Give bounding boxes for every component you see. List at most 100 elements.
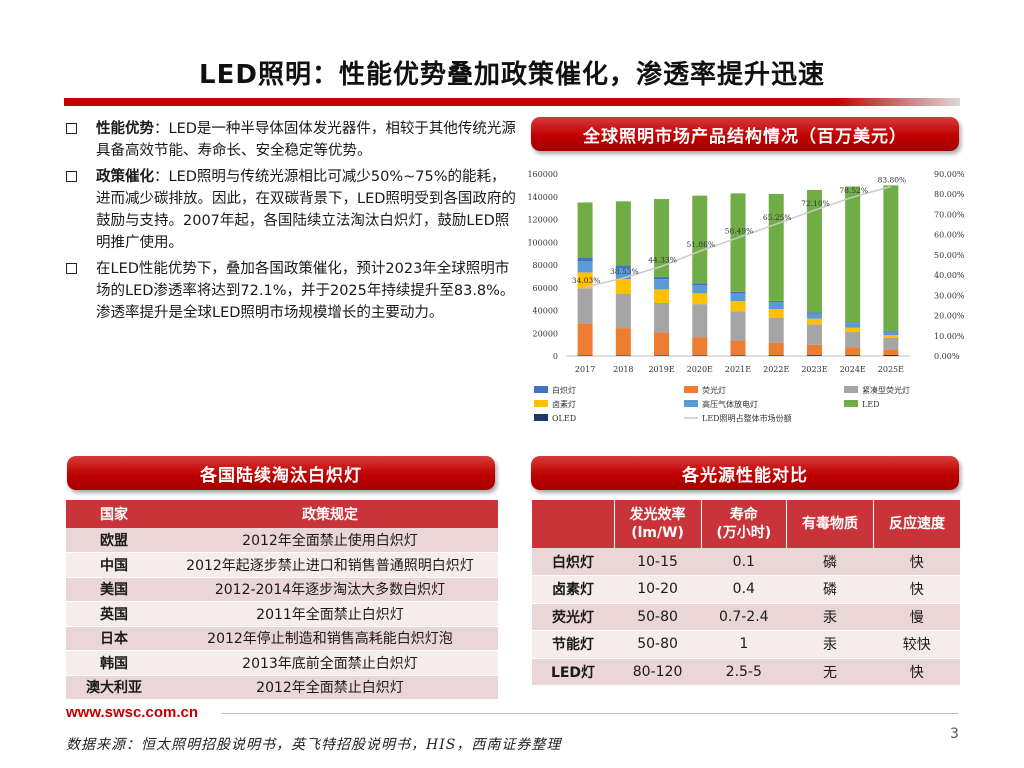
bar-segment-荧光灯 — [615, 328, 631, 356]
policy-cell: 2012-2014年逐步淘汰大多数白炽灯 — [162, 577, 498, 602]
toxic-cell: 磷 — [786, 548, 874, 576]
table-row: 澳大利亚 2012年全面禁止白炽灯 — [66, 675, 498, 700]
legend-label: 荧光灯 — [702, 385, 726, 395]
source-cell: 节能灯 — [532, 630, 614, 659]
bar-segment-紧凑型荧光灯 — [768, 317, 784, 343]
bar-segment-卤素灯 — [615, 279, 631, 295]
efficiency-cell: 80-120 — [614, 658, 702, 686]
header-line: (万小时) — [716, 525, 772, 541]
bar-segment-白炽灯 — [577, 257, 593, 262]
y2-tick-label: 80.00% — [934, 190, 965, 199]
y-tick-label: 60000 — [533, 284, 558, 293]
y-tick-label: 0 — [553, 352, 558, 361]
y2-tick-label: 30.00% — [934, 291, 965, 300]
table-row: 美国 2012-2014年逐步淘汰大多数白炽灯 — [66, 577, 498, 602]
table-row: 英国 2011年全面禁止白炽灯 — [66, 601, 498, 627]
share-data-label: 83.80% — [878, 176, 907, 185]
website-link[interactable]: www.swsc.com.cn — [66, 704, 198, 721]
x-tick-label: 2018 — [613, 365, 633, 374]
share-data-label: 58.49% — [725, 227, 754, 236]
share-data-label: 44.33% — [648, 255, 677, 264]
country-cell: 日本 — [66, 626, 162, 651]
response-cell: 慢 — [873, 603, 960, 631]
bar-segment-OLED — [577, 355, 593, 356]
bullet-label: 性能优势 — [96, 121, 154, 137]
bar-segment-LED — [692, 195, 708, 284]
checkbox-square-icon — [66, 171, 77, 182]
y2-tick-label: 90.00% — [934, 170, 965, 179]
table-row: 中国 2012年起逐步禁止进口和销售普通照明白炽灯 — [66, 552, 498, 578]
bar-segment-OLED — [730, 355, 746, 356]
y-tick-label: 160000 — [527, 170, 558, 179]
lifetime-cell: 1 — [701, 630, 787, 659]
policy-cell: 2011年全面禁止白炽灯 — [162, 601, 498, 627]
bar-segment-紧凑型荧光灯 — [730, 311, 746, 341]
bar-segment-荧光灯 — [692, 337, 708, 356]
bar-segment-LED — [845, 186, 861, 323]
response-cell: 快 — [873, 658, 960, 686]
policy-cell: 2012年全面禁止使用白炽灯 — [162, 528, 498, 553]
perf-header-efficiency: 发光效率 (lm/W) — [613, 500, 702, 548]
perf-table-header: 发光效率 (lm/W) 寿命 (万小时) 有毒物质 反应速度 — [532, 500, 960, 548]
response-cell: 较快 — [873, 630, 960, 659]
y-tick-label: 140000 — [527, 193, 558, 202]
y2-tick-label: 50.00% — [934, 251, 965, 260]
bar-segment-白炽灯 — [692, 283, 708, 286]
page-number: 3 — [950, 726, 959, 742]
efficiency-cell: 10-15 — [614, 548, 702, 576]
country-cell: 澳大利亚 — [66, 675, 162, 700]
bar-segment-高压气体放电灯 — [730, 293, 746, 302]
ban-table: 国家 政策规定 欧盟 2012年全面禁止使用白炽灯 中国 2012年起逐步禁止进口和销… — [66, 500, 498, 700]
y2-tick-label: 40.00% — [934, 271, 965, 280]
lifetime-cell: 2.5-5 — [701, 658, 787, 686]
legend-label: LED — [862, 400, 880, 409]
country-cell: 美国 — [66, 577, 162, 602]
efficiency-cell: 50-80 — [614, 603, 702, 631]
title-divider — [64, 98, 960, 106]
bullet-label: 政策催化 — [96, 169, 154, 185]
footer-divider — [222, 713, 958, 714]
policy-cell: 2012年起逐步禁止进口和销售普通照明白炽灯 — [162, 552, 498, 578]
table-row: 韩国 2013年底前全面禁止白炽灯 — [66, 650, 498, 676]
bar-segment-高压气体放电灯 — [883, 331, 899, 336]
table-row: 节能灯 50-80 1 汞较快 — [532, 630, 960, 659]
bar-segment-卤素灯 — [768, 309, 784, 318]
y2-tick-label: 0.00% — [934, 352, 960, 361]
table-row: 卤素灯 10-20 0.4 磷快 — [532, 575, 960, 604]
x-tick-label: 2022E — [763, 365, 789, 374]
bar-segment-荧光灯 — [577, 323, 593, 356]
checkbox-square-icon — [66, 263, 77, 274]
bar-segment-荧光灯 — [806, 344, 822, 356]
bar-segment-LED — [768, 193, 784, 301]
perf-header-lifetime: 寿命 (万小时) — [700, 500, 787, 548]
bullet-text: ：LED照明与传统光源相比可减少50%~75%的能耗，进而减少碳排放。因此，在双… — [96, 169, 516, 251]
bar-segment-卤素灯 — [654, 289, 670, 303]
header-line: 寿命 — [729, 507, 758, 523]
share-data-label: 34.03% — [572, 276, 601, 285]
legend-swatch — [534, 400, 548, 407]
y-tick-label: 120000 — [527, 216, 558, 225]
legend-swatch — [684, 386, 698, 393]
legend-label: LED照明占整体市场份额 — [702, 413, 792, 423]
policy-cell: 2013年底前全面禁止白炽灯 — [162, 650, 498, 676]
table-row: 荧光灯 50-80 0.7-2.4 汞慢 — [532, 603, 960, 631]
ban-table-header: 国家 政策规定 — [66, 500, 498, 528]
legend-label: 高压气体放电灯 — [702, 399, 758, 409]
bar-segment-荧光灯 — [730, 340, 746, 356]
bar-segment-高压气体放电灯 — [806, 313, 822, 319]
table-row: LED灯 80-120 2.5-5 无快 — [532, 658, 960, 686]
market-structure-chart: 0 20000 40000 60000 80000 100000 120000 140000 1… — [527, 170, 965, 423]
ban-header-policy: 政策规定 — [162, 500, 498, 528]
y2-tick-label: 20.00% — [934, 312, 965, 321]
x-tick-label: 2023E — [801, 365, 827, 374]
header-line: (lm/W) — [631, 525, 684, 541]
y2-tick-label: 60.00% — [934, 231, 965, 240]
legend-swatch — [844, 386, 858, 393]
share-line — [584, 185, 892, 288]
bullet-text: 在LED性能优势下，叠加各国政策催化，预计2023年全球照明市场的LED渗透率将… — [96, 261, 515, 321]
bar-segment-LED — [883, 185, 899, 331]
x-tick-label: 2021E — [725, 365, 751, 374]
source-cell: 卤素灯 — [532, 575, 614, 604]
bar-segment-紧凑型荧光灯 — [806, 324, 822, 345]
policy-cell: 2012年停止制造和销售高耗能白炽灯泡 — [162, 626, 498, 651]
